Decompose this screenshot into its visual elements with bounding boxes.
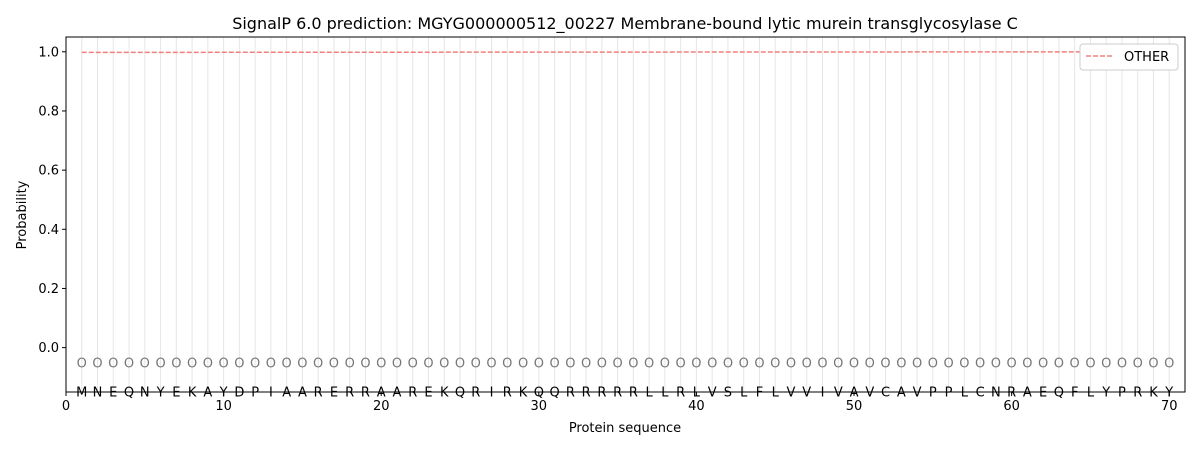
y-tick-label: 0.2 [38, 282, 59, 297]
state-label: O [92, 356, 102, 371]
state-label: O [155, 356, 165, 371]
state-label: O [817, 356, 827, 371]
legend-label-other: OTHER [1124, 50, 1169, 65]
x-tick-label: 20 [373, 399, 390, 414]
state-label: O [597, 356, 607, 371]
state-label: O [502, 356, 512, 371]
state-label: O [723, 356, 733, 371]
state-label: O [297, 356, 307, 371]
state-label: O [1054, 356, 1064, 371]
state-label: O [187, 356, 197, 371]
legend-box [1079, 43, 1179, 71]
state-label: O [880, 356, 890, 371]
state-label: O [218, 356, 228, 371]
series-layer [81, 51, 1170, 54]
y-tick-label: 0.4 [38, 223, 59, 238]
state-label: O [786, 356, 796, 371]
state-label: O [360, 356, 370, 371]
y-tick-label: 0.6 [38, 164, 59, 179]
state-label: O [565, 356, 575, 371]
state-label: O [203, 356, 213, 371]
state-label: O [1022, 356, 1032, 371]
state-label: O [140, 356, 150, 371]
state-label: O [676, 356, 686, 371]
legend: OTHER [1079, 43, 1179, 71]
state-label: O [975, 356, 985, 371]
state-label: O [549, 356, 559, 371]
x-tick-label: 30 [531, 399, 548, 414]
x-tick-label: 40 [688, 399, 705, 414]
x-tick-label: 70 [1161, 399, 1178, 414]
state-label: O [849, 356, 859, 371]
x-axis-label: Protein sequence [569, 421, 681, 436]
x-tick-label: 10 [215, 399, 232, 414]
y-tick-label: 0.8 [38, 104, 59, 119]
state-label: O [1133, 356, 1143, 371]
state-label: O [943, 356, 953, 371]
chart-title: SignalP 6.0 prediction: MGYG000000512_00… [232, 14, 1018, 34]
state-label: O [1148, 356, 1158, 371]
grid [81, 37, 1170, 392]
x-tick-label: 60 [1003, 399, 1020, 414]
state-label: O [439, 356, 449, 371]
state-label: O [266, 356, 276, 371]
x-tick-label: 50 [846, 399, 863, 414]
state-label: O [660, 356, 670, 371]
state-label: O [802, 356, 812, 371]
state-label: O [1007, 356, 1017, 371]
state-label: O [581, 356, 591, 371]
state-label: O [1101, 356, 1111, 371]
state-label: O [392, 356, 402, 371]
state-label: O [770, 356, 780, 371]
state-label: O [329, 356, 339, 371]
series-line-other [81, 51, 1170, 54]
y-tick-label: 0.0 [38, 341, 59, 356]
state-label: O [234, 356, 244, 371]
y-axis: 0.0 0.2 0.4 0.6 0.8 1.0 [38, 45, 66, 356]
state-label: O [171, 356, 181, 371]
state-label: O [959, 356, 969, 371]
y-tick-label: 1.0 [38, 45, 59, 60]
state-label: O [455, 356, 465, 371]
y-axis-label: Probability [15, 180, 30, 249]
plot-frame [65, 36, 1186, 393]
state-label: O [991, 356, 1001, 371]
state-label: O [865, 356, 875, 371]
state-label: O [912, 356, 922, 371]
state-label: O [1164, 356, 1174, 371]
state-label: O [1085, 356, 1095, 371]
state-label: O [1070, 356, 1080, 371]
state-label: O [345, 356, 355, 371]
state-label: O [250, 356, 260, 371]
state-label: O [628, 356, 638, 371]
state-label: O [754, 356, 764, 371]
x-tick-label: 0 [62, 399, 70, 414]
state-label: O [707, 356, 717, 371]
state-label: O [408, 356, 418, 371]
state-label: O [282, 356, 292, 371]
state-label: O [486, 356, 496, 371]
state-label: O [108, 356, 118, 371]
state-label: O [928, 356, 938, 371]
state-label: O [644, 356, 654, 371]
state-label: O [1038, 356, 1048, 371]
state-label: O [833, 356, 843, 371]
state-label: O [423, 356, 433, 371]
state-label: O [124, 356, 134, 371]
state-label: O [313, 356, 323, 371]
x-axis: 0 10 20 30 40 50 60 70 [62, 392, 1178, 414]
state-label: O [471, 356, 481, 371]
state-label: O [534, 356, 544, 371]
state-label: O [376, 356, 386, 371]
state-label: O [739, 356, 749, 371]
state-label: O [691, 356, 701, 371]
state-label: O [1117, 356, 1127, 371]
state-label: O [896, 356, 906, 371]
state-label: O [77, 356, 87, 371]
state-label: O [613, 356, 623, 371]
state-label: O [518, 356, 528, 371]
